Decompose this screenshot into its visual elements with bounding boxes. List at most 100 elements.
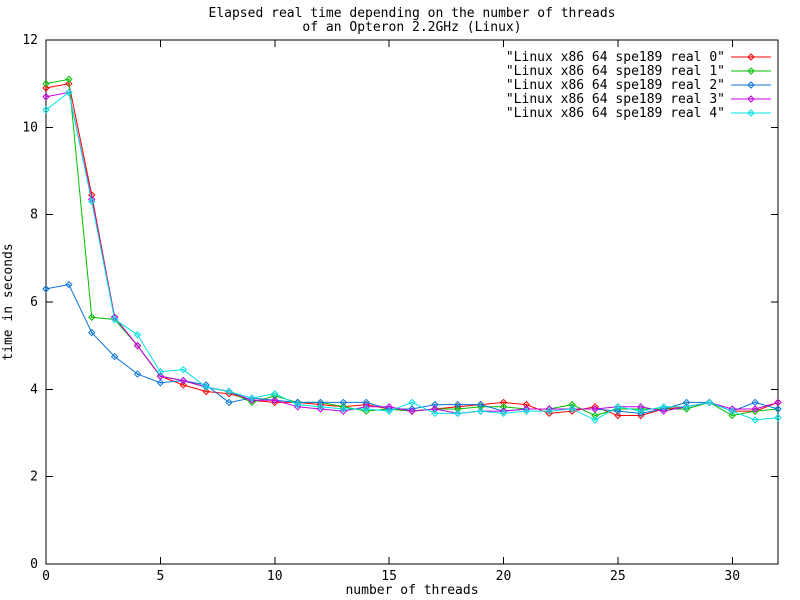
legend-label: "Linux x86 64 spe189 real 1" xyxy=(506,64,725,79)
y-tick-label: 0 xyxy=(30,557,38,572)
legend-entry-real-4: "Linux x86 64 spe189 real 4" xyxy=(506,106,771,121)
point-marker-diamond xyxy=(88,313,96,321)
point-marker-dot xyxy=(90,331,93,334)
point-marker-dot xyxy=(411,410,413,413)
point-marker-diamond xyxy=(110,352,119,361)
legend: "Linux x86 64 spe189 real 0""Linux x86 6… xyxy=(506,50,771,121)
point-marker-dot xyxy=(662,405,665,408)
point-marker-diamond xyxy=(476,400,485,409)
point-marker-diamond xyxy=(225,398,233,407)
point-marker-diamond xyxy=(545,407,553,415)
point-marker-diamond xyxy=(293,400,302,409)
point-marker-diamond xyxy=(522,407,531,415)
x-tick-label: 20 xyxy=(496,569,512,584)
legend-label: "Linux x86 64 spe189 real 4" xyxy=(506,106,725,121)
point-marker-dot xyxy=(754,401,757,404)
legend-label: "Linux x86 64 spe189 real 3" xyxy=(506,92,725,107)
point-marker-diamond xyxy=(362,405,370,413)
point-marker-dot xyxy=(525,410,528,413)
point-marker-dot xyxy=(456,408,459,410)
point-marker-dot xyxy=(67,91,70,94)
point-marker-diamond xyxy=(499,409,508,418)
point-marker-dot xyxy=(502,412,505,415)
point-marker-dot xyxy=(45,87,47,89)
point-marker-diamond xyxy=(454,400,462,409)
x-tick-label: 5 xyxy=(156,569,164,584)
point-marker-dot xyxy=(90,200,93,203)
point-marker-dot xyxy=(662,410,665,413)
point-marker-diamond xyxy=(476,407,485,415)
point-marker-dot xyxy=(319,405,322,408)
point-marker-dot xyxy=(433,408,436,410)
legend-label: "Linux x86 64 spe189 real 0" xyxy=(506,50,725,65)
point-marker-diamond xyxy=(747,81,755,89)
point-marker-diamond xyxy=(316,403,325,411)
point-marker-dot xyxy=(594,419,596,421)
x-tick-label: 10 xyxy=(267,569,283,584)
point-marker-dot xyxy=(594,408,596,410)
point-marker-diamond xyxy=(774,405,782,413)
legend-entry-real-3: "Linux x86 64 spe189 real 3" xyxy=(506,92,771,107)
point-marker-dot xyxy=(365,401,368,404)
plot-area: 0 5 10 15 20 25 30 0 2 4 6 8 10 12 "Linux x86 64 spe18… xyxy=(22,33,782,584)
chart-title-line2: of an Opteron 2.2GHz (Linux) xyxy=(302,20,521,35)
point-marker-diamond xyxy=(42,79,50,88)
point-marker-diamond xyxy=(659,403,668,411)
legend-entry-real-1: "Linux x86 64 spe189 real 1" xyxy=(506,64,771,79)
point-marker-dot xyxy=(594,414,596,417)
point-marker-diamond xyxy=(110,315,119,324)
point-marker-dot xyxy=(296,403,299,406)
y-tick-label: 6 xyxy=(30,295,38,310)
point-marker-diamond xyxy=(156,368,165,376)
point-marker-diamond xyxy=(65,75,73,84)
point-marker-dot xyxy=(639,405,642,408)
point-marker-diamond xyxy=(591,416,599,424)
legend-entry-real-0: "Linux x86 64 spe189 real 0" xyxy=(506,50,771,65)
point-marker-dot xyxy=(777,416,779,419)
series-real-4 xyxy=(42,88,782,424)
point-marker-diamond xyxy=(751,405,759,413)
point-marker-diamond xyxy=(774,414,782,422)
point-marker-diamond xyxy=(408,398,416,407)
point-marker-diamond xyxy=(728,407,736,415)
point-marker-diamond xyxy=(293,403,302,411)
point-marker-dot xyxy=(273,399,276,402)
point-marker-diamond xyxy=(431,409,439,418)
point-marker-diamond xyxy=(751,416,759,424)
point-marker-dot xyxy=(548,410,551,413)
point-marker-dot xyxy=(616,414,619,417)
point-marker-diamond xyxy=(591,405,599,413)
point-marker-diamond xyxy=(88,328,96,337)
y-tick-label: 10 xyxy=(22,120,38,135)
point-marker-diamond xyxy=(133,331,142,339)
point-marker-dot xyxy=(731,410,734,413)
y-tick-label: 2 xyxy=(30,470,38,485)
point-marker-dot xyxy=(136,333,139,336)
point-marker-diamond xyxy=(385,407,393,415)
point-marker-dot xyxy=(754,408,757,410)
point-marker-dot xyxy=(45,288,47,290)
point-marker-diamond xyxy=(65,280,73,289)
point-marker-dot xyxy=(571,403,574,406)
point-marker-diamond xyxy=(88,197,96,206)
point-marker-dot xyxy=(250,397,253,399)
point-marker-diamond xyxy=(682,403,691,411)
point-marker-dot xyxy=(479,403,482,406)
point-marker-dot xyxy=(45,82,47,85)
point-marker-dot xyxy=(616,410,619,413)
point-marker-dot xyxy=(228,390,230,393)
point-marker-dot xyxy=(182,368,185,371)
x-axis-label: number of threads xyxy=(345,583,478,598)
point-marker-dot xyxy=(136,344,139,347)
point-marker-diamond xyxy=(202,383,210,391)
point-marker-dot xyxy=(616,405,619,408)
point-marker-diamond xyxy=(133,370,142,378)
point-marker-dot xyxy=(342,408,345,410)
point-marker-dot xyxy=(708,401,711,404)
point-marker-diamond xyxy=(42,285,50,293)
point-marker-dot xyxy=(205,390,208,393)
point-marker-diamond xyxy=(614,403,622,411)
y-tick-label: 8 xyxy=(30,208,38,223)
point-marker-diamond xyxy=(747,109,755,117)
point-marker-dot xyxy=(67,78,70,81)
